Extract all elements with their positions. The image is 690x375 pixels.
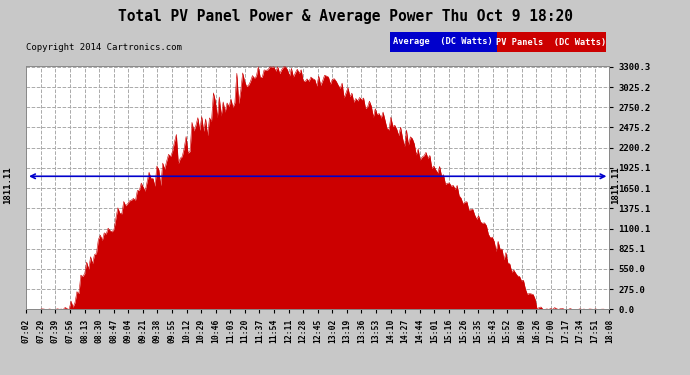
Text: PV Panels  (DC Watts): PV Panels (DC Watts) [496,38,607,46]
Text: 1811.11: 1811.11 [3,167,12,204]
Text: Average  (DC Watts): Average (DC Watts) [393,38,493,46]
Text: Total PV Panel Power & Average Power Thu Oct 9 18:20: Total PV Panel Power & Average Power Thu… [117,9,573,24]
Text: 1811.11: 1811.11 [611,167,620,204]
Text: Copyright 2014 Cartronics.com: Copyright 2014 Cartronics.com [26,43,182,52]
